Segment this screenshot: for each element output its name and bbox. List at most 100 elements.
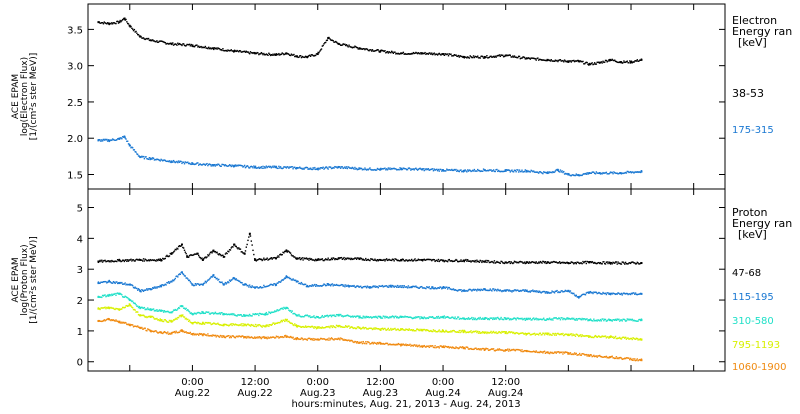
electron-scatter-point: [395, 168, 397, 170]
electron-scatter-point: [177, 42, 179, 44]
electron-scatter-point: [436, 168, 438, 171]
electron-scatter-point: [405, 53, 407, 55]
proton-scatter-point: [213, 313, 215, 315]
proton-scatter-point: [119, 321, 121, 323]
electron-scatter-point: [513, 169, 516, 171]
electron-scatter-point: [578, 174, 580, 177]
electron-legend-title: Electron: [732, 14, 777, 27]
electron-scatter-point: [168, 43, 171, 45]
proton-scatter-point: [431, 330, 433, 333]
proton-scatter-point: [140, 314, 142, 317]
proton-scatter-point: [511, 331, 513, 333]
electron-scatter-point: [484, 56, 486, 59]
electron-scatter-point: [319, 168, 321, 170]
proton-scatter-point: [117, 293, 120, 295]
electron-scatter-point: [512, 170, 514, 173]
electron-scatter-point: [573, 60, 576, 63]
proton-scatter-point: [530, 319, 532, 321]
proton-scatter-point: [598, 320, 601, 322]
proton-scatter-point: [275, 322, 278, 324]
electron-scatter-point: [608, 173, 610, 175]
proton-scatter-point: [366, 316, 369, 318]
proton-scatter-point: [383, 327, 385, 330]
proton-scatter-point: [639, 358, 641, 361]
proton-scatter-point: [527, 332, 530, 335]
electron-scatter-point: [287, 53, 289, 55]
proton-scatter-point: [244, 283, 247, 285]
proton-scatter-point: [144, 289, 146, 291]
proton-scatter-point: [388, 329, 390, 331]
electron-scatter-point: [331, 167, 334, 169]
proton-scatter-point: [395, 329, 398, 331]
proton-scatter-point: [573, 292, 575, 295]
proton-scatter-point: [297, 280, 299, 283]
electron-scatter-point: [157, 158, 159, 161]
proton-scatter-point: [272, 284, 274, 286]
proton-scatter-point: [458, 289, 461, 291]
proton-scatter-point: [114, 320, 116, 322]
electron-scatter-point: [485, 56, 487, 59]
electron-scatter-point: [285, 53, 288, 55]
proton-scatter-point: [472, 348, 474, 351]
proton-scatter-point: [437, 287, 440, 289]
proton-scatter-point: [182, 273, 184, 275]
proton-scatter-point: [294, 337, 297, 340]
proton-scatter-point: [368, 341, 370, 344]
proton-scatter-point: [534, 262, 537, 264]
proton-scatter-point: [172, 331, 175, 333]
proton-scatter-point: [495, 318, 497, 320]
proton-scatter-point: [436, 317, 439, 319]
proton-scatter-point: [176, 275, 178, 277]
electron-scatter-point: [206, 47, 208, 49]
electron-scatter-point: [173, 161, 176, 163]
proton-scatter-point: [150, 331, 152, 333]
proton-scatter-point: [260, 325, 263, 328]
proton-scatter-point: [273, 311, 275, 313]
electron-scatter-point: [279, 167, 281, 169]
proton-scatter-point: [455, 331, 457, 333]
proton-scatter-point: [458, 318, 461, 320]
proton-scatter-point: [152, 308, 154, 311]
proton-scatter-point: [472, 317, 475, 319]
electron-scatter-point: [544, 59, 547, 62]
electron-scatter-point: [112, 22, 115, 24]
electron-scatter-point: [179, 43, 182, 46]
proton-scatter-point: [540, 261, 542, 264]
proton-scatter-point: [249, 336, 252, 339]
proton-scatter-point: [124, 259, 126, 262]
proton-scatter-point: [256, 337, 258, 339]
proton-scatter-point: [173, 250, 176, 252]
proton-scatter-point: [172, 319, 175, 321]
electron-scatter-point: [466, 171, 468, 173]
electron-scatter-point: [545, 59, 547, 62]
proton-scatter-point: [185, 252, 187, 255]
electron-scatter-point: [471, 56, 473, 59]
xtick-label-time: 12:00: [366, 377, 395, 388]
proton-data-point: [389, 285, 392, 288]
electron-scatter-point: [289, 54, 292, 57]
proton-scatter-point: [243, 313, 245, 316]
proton-scatter-point: [112, 293, 115, 295]
proton-scatter-point: [387, 327, 390, 330]
proton-scatter-point: [344, 339, 346, 342]
proton-scatter-point: [175, 309, 177, 311]
proton-scatter-point: [226, 252, 228, 255]
proton-scatter-point: [97, 281, 100, 283]
proton-scatter-point: [337, 325, 339, 327]
electron-scatter-point: [606, 173, 608, 175]
proton-scatter-point: [261, 259, 263, 262]
electron-ylabel-line: [1/(cm²s ster MeV)]: [29, 53, 39, 140]
xtick-label-time: 0:00: [307, 377, 329, 388]
proton-scatter-point: [466, 318, 469, 320]
electron-scatter-point: [333, 167, 335, 169]
electron-scatter-point: [549, 171, 552, 174]
proton-scatter-point: [630, 337, 633, 340]
electron-scatter-point: [405, 168, 407, 170]
proton-scatter-point: [123, 283, 126, 285]
proton-scatter-point: [451, 316, 454, 318]
proton-scatter-point: [139, 307, 141, 310]
proton-scatter-point: [230, 279, 232, 281]
electron-scatter-point: [558, 59, 561, 61]
proton-scatter-point: [558, 333, 561, 336]
electron-scatter-point: [147, 38, 149, 40]
